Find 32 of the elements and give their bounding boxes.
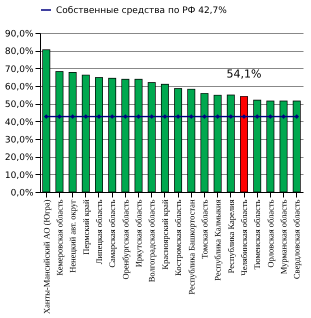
- x-tick-label: Оренбургская область: [120, 199, 130, 280]
- x-tick-label: Орловская область: [265, 199, 276, 268]
- legend-label: Собственные средства по РФ 42,7%: [56, 6, 228, 16]
- x-tick-label: Кемеровская область: [54, 199, 64, 276]
- x-tick-label: Свердловская область: [292, 199, 302, 280]
- y-tick-label: 90,0%: [4, 30, 34, 40]
- y-tick-label: 50,0%: [4, 100, 34, 110]
- y-tick-label: 20,0%: [4, 153, 34, 164]
- x-tick-label: Волгоградская область: [146, 199, 157, 282]
- x-tick-label: Мурманская область: [278, 199, 289, 274]
- x-tick-label: Томская область: [199, 199, 210, 259]
- x-tick-label: Липецкая область: [94, 199, 104, 264]
- x-tick-label: Пермский край: [80, 199, 91, 255]
- x-tick-label: Республика Карелия: [226, 199, 236, 274]
- x-tick-label: Костромская область: [173, 199, 184, 276]
- x-tick-label: Республика Калмыкия: [212, 199, 223, 281]
- y-tick-label: 80,0%: [4, 47, 34, 58]
- x-tick-label: Ненецкий авт. округ: [68, 198, 78, 273]
- x-tick-label: Республика Башкортостан: [186, 199, 196, 295]
- x-tick-label: Самарская область: [107, 199, 118, 268]
- x-tick-label: Челябинская область: [239, 199, 250, 276]
- y-tick-label: 30,0%: [4, 136, 34, 146]
- y-tick-label: 40,0%: [4, 118, 34, 128]
- annotation: 54,1%: [226, 67, 262, 80]
- y-tick-label: 10,0%: [4, 170, 34, 181]
- y-tick-label: 60,0%: [4, 82, 34, 92]
- y-tick-label: 70,0%: [4, 64, 34, 75]
- x-tick-label: Тюменская область: [252, 199, 262, 270]
- x-tick-label: Красноярский край: [160, 199, 170, 270]
- x-tick-label: Ханты-Мансийский АО (Югра): [41, 199, 52, 314]
- y-tick-label: 0,0%: [10, 188, 34, 198]
- x-tick-label: Иркутская область: [134, 199, 144, 268]
